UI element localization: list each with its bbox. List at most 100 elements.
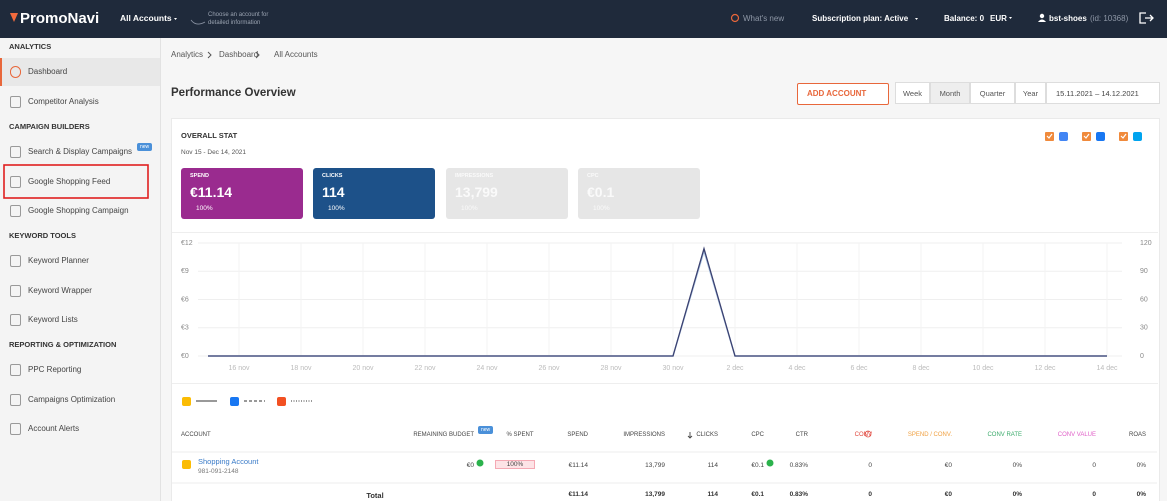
line-series xyxy=(208,246,1107,357)
table-cell: €0 xyxy=(944,462,952,469)
x-tick-label: 10 dec xyxy=(972,365,994,372)
sidebar-item[interactable]: Dashboard xyxy=(28,67,68,76)
table-cell: 0 xyxy=(868,462,872,469)
total-cell: 0 xyxy=(1092,491,1096,498)
period-tab[interactable]: Week xyxy=(895,82,930,104)
table-header: SPEND xyxy=(567,432,588,438)
total-label: Total xyxy=(366,491,384,500)
subscription[interactable]: Subscription plan: Active xyxy=(812,14,909,23)
currency[interactable]: EUR xyxy=(990,14,1007,23)
balance[interactable]: Balance: 0 xyxy=(944,14,985,23)
network-icon xyxy=(1133,132,1142,141)
account-name[interactable]: Shopping Account xyxy=(198,457,259,466)
user-id: (id: 10368) xyxy=(1090,14,1129,23)
stat-tile[interactable] xyxy=(578,168,700,219)
ok-icon xyxy=(766,459,774,467)
stat-tile[interactable] xyxy=(313,168,435,219)
y2-tick-label: 120 xyxy=(1140,240,1152,247)
period-tab[interactable]: Quarter xyxy=(970,82,1015,104)
sidebar-item[interactable]: Competitor Analysis xyxy=(28,96,99,106)
sidebar-icon xyxy=(10,284,21,297)
tile-change: 100% xyxy=(328,205,345,212)
period-tab[interactable]: Year xyxy=(1015,82,1046,104)
check xyxy=(1046,133,1053,139)
x-tick-label: 14 dec xyxy=(1096,365,1118,372)
user-name[interactable]: bst-shoes xyxy=(1049,14,1087,23)
whats-new[interactable]: What's new xyxy=(743,14,785,23)
total-cell: 114 xyxy=(707,491,719,498)
tile-value: 114 xyxy=(322,184,345,200)
y-tick-label: €0 xyxy=(181,353,189,360)
line-series xyxy=(208,248,1107,357)
table-header: % SPENT xyxy=(506,432,534,438)
tile-change: 100% xyxy=(593,205,610,212)
x-tick-label: 24 nov xyxy=(476,365,498,372)
x-tick-label: 2 dec xyxy=(726,365,744,372)
account-selector[interactable]: All Accounts xyxy=(120,13,172,23)
check xyxy=(1120,133,1127,139)
x-tick-label: 16 nov xyxy=(228,365,250,372)
info-icon xyxy=(864,430,872,438)
sidebar-item[interactable]: PPC Reporting xyxy=(28,365,82,374)
hint-arrow xyxy=(190,19,206,25)
sidebar-item[interactable]: Search & Display Campaigns xyxy=(28,147,133,156)
breadcrumb[interactable]: Analytics xyxy=(171,50,204,59)
sidebar-item[interactable]: Keyword Wrapper xyxy=(28,285,92,295)
stat-tile[interactable] xyxy=(446,168,568,219)
table-header: CONV RATE xyxy=(987,432,1022,438)
logout-icon[interactable] xyxy=(1139,12,1154,24)
y2-tick-label: 0 xyxy=(1140,353,1144,360)
x-tick-label: 12 dec xyxy=(1034,365,1056,372)
sidebar-icon xyxy=(10,364,21,376)
sidebar-section-title: KEYWORD TOOLS xyxy=(9,231,76,240)
x-tick-label: 22 nov xyxy=(414,365,436,372)
tile-label: IMPRESSIONS xyxy=(455,173,494,179)
ads-icon xyxy=(182,460,191,469)
add-account[interactable]: ADD ACCOUNT xyxy=(797,83,889,105)
sidebar-section-title: CAMPAIGN BUILDERS xyxy=(9,122,90,131)
sidebar-icon xyxy=(10,66,21,78)
active-item xyxy=(0,58,160,86)
sidebar-item[interactable]: Google Shopping Campaign xyxy=(28,206,129,215)
sidebar-item[interactable]: Keyword Lists xyxy=(28,315,78,324)
table-header: IMPRESSIONS xyxy=(623,432,665,438)
x-tick-label: 30 nov xyxy=(662,365,684,372)
period-tab[interactable]: Month xyxy=(930,82,970,104)
tile-change: 100% xyxy=(196,205,213,212)
breadcrumb: All Accounts xyxy=(274,50,318,59)
date-range[interactable]: 15.11.2021 – 14.12.2021 xyxy=(1046,82,1160,104)
logo: PromoNavi xyxy=(20,10,100,27)
caret xyxy=(174,18,177,20)
x-tick-label: 26 nov xyxy=(538,365,560,372)
legend-icon xyxy=(277,397,286,406)
sidebar-icon xyxy=(10,423,21,435)
table-header: SPEND / CONV. xyxy=(907,432,952,438)
tile-value: 13,799 xyxy=(455,184,498,200)
account-hint: Choose an account for detailed informati… xyxy=(208,12,269,26)
stat-tile[interactable] xyxy=(181,168,303,219)
table-header: CTR xyxy=(795,432,808,438)
sidebar-item[interactable]: Campaigns Optimization xyxy=(28,394,116,404)
table-header: CONV xyxy=(854,432,872,438)
logo-icon xyxy=(10,13,18,22)
tile-label: CLICKS xyxy=(322,173,343,179)
breadcrumb[interactable]: Dashboard xyxy=(219,50,259,59)
x-tick-label: 20 nov xyxy=(352,365,374,372)
caret xyxy=(1009,17,1012,19)
y2-tick-label: 90 xyxy=(1140,268,1148,275)
x-tick-label: 28 nov xyxy=(600,365,622,372)
table-cell: 0% xyxy=(1136,462,1146,469)
sidebar-item[interactable]: Account Alerts xyxy=(28,424,80,433)
table-header: REMAINING BUDGET xyxy=(413,432,474,438)
new-badge: new xyxy=(478,426,494,434)
sidebar-item[interactable]: Keyword Planner xyxy=(28,256,89,265)
ok-icon xyxy=(476,459,484,467)
new-badge: new xyxy=(137,143,153,151)
x-tick-label: 8 dec xyxy=(912,365,930,372)
sidebar-item[interactable]: Google Shopping Feed xyxy=(28,176,111,186)
sidebar-icon xyxy=(10,175,21,188)
y-tick-label: €9 xyxy=(181,268,189,275)
table-cell: 100% xyxy=(495,460,535,469)
topbar xyxy=(0,0,1167,38)
